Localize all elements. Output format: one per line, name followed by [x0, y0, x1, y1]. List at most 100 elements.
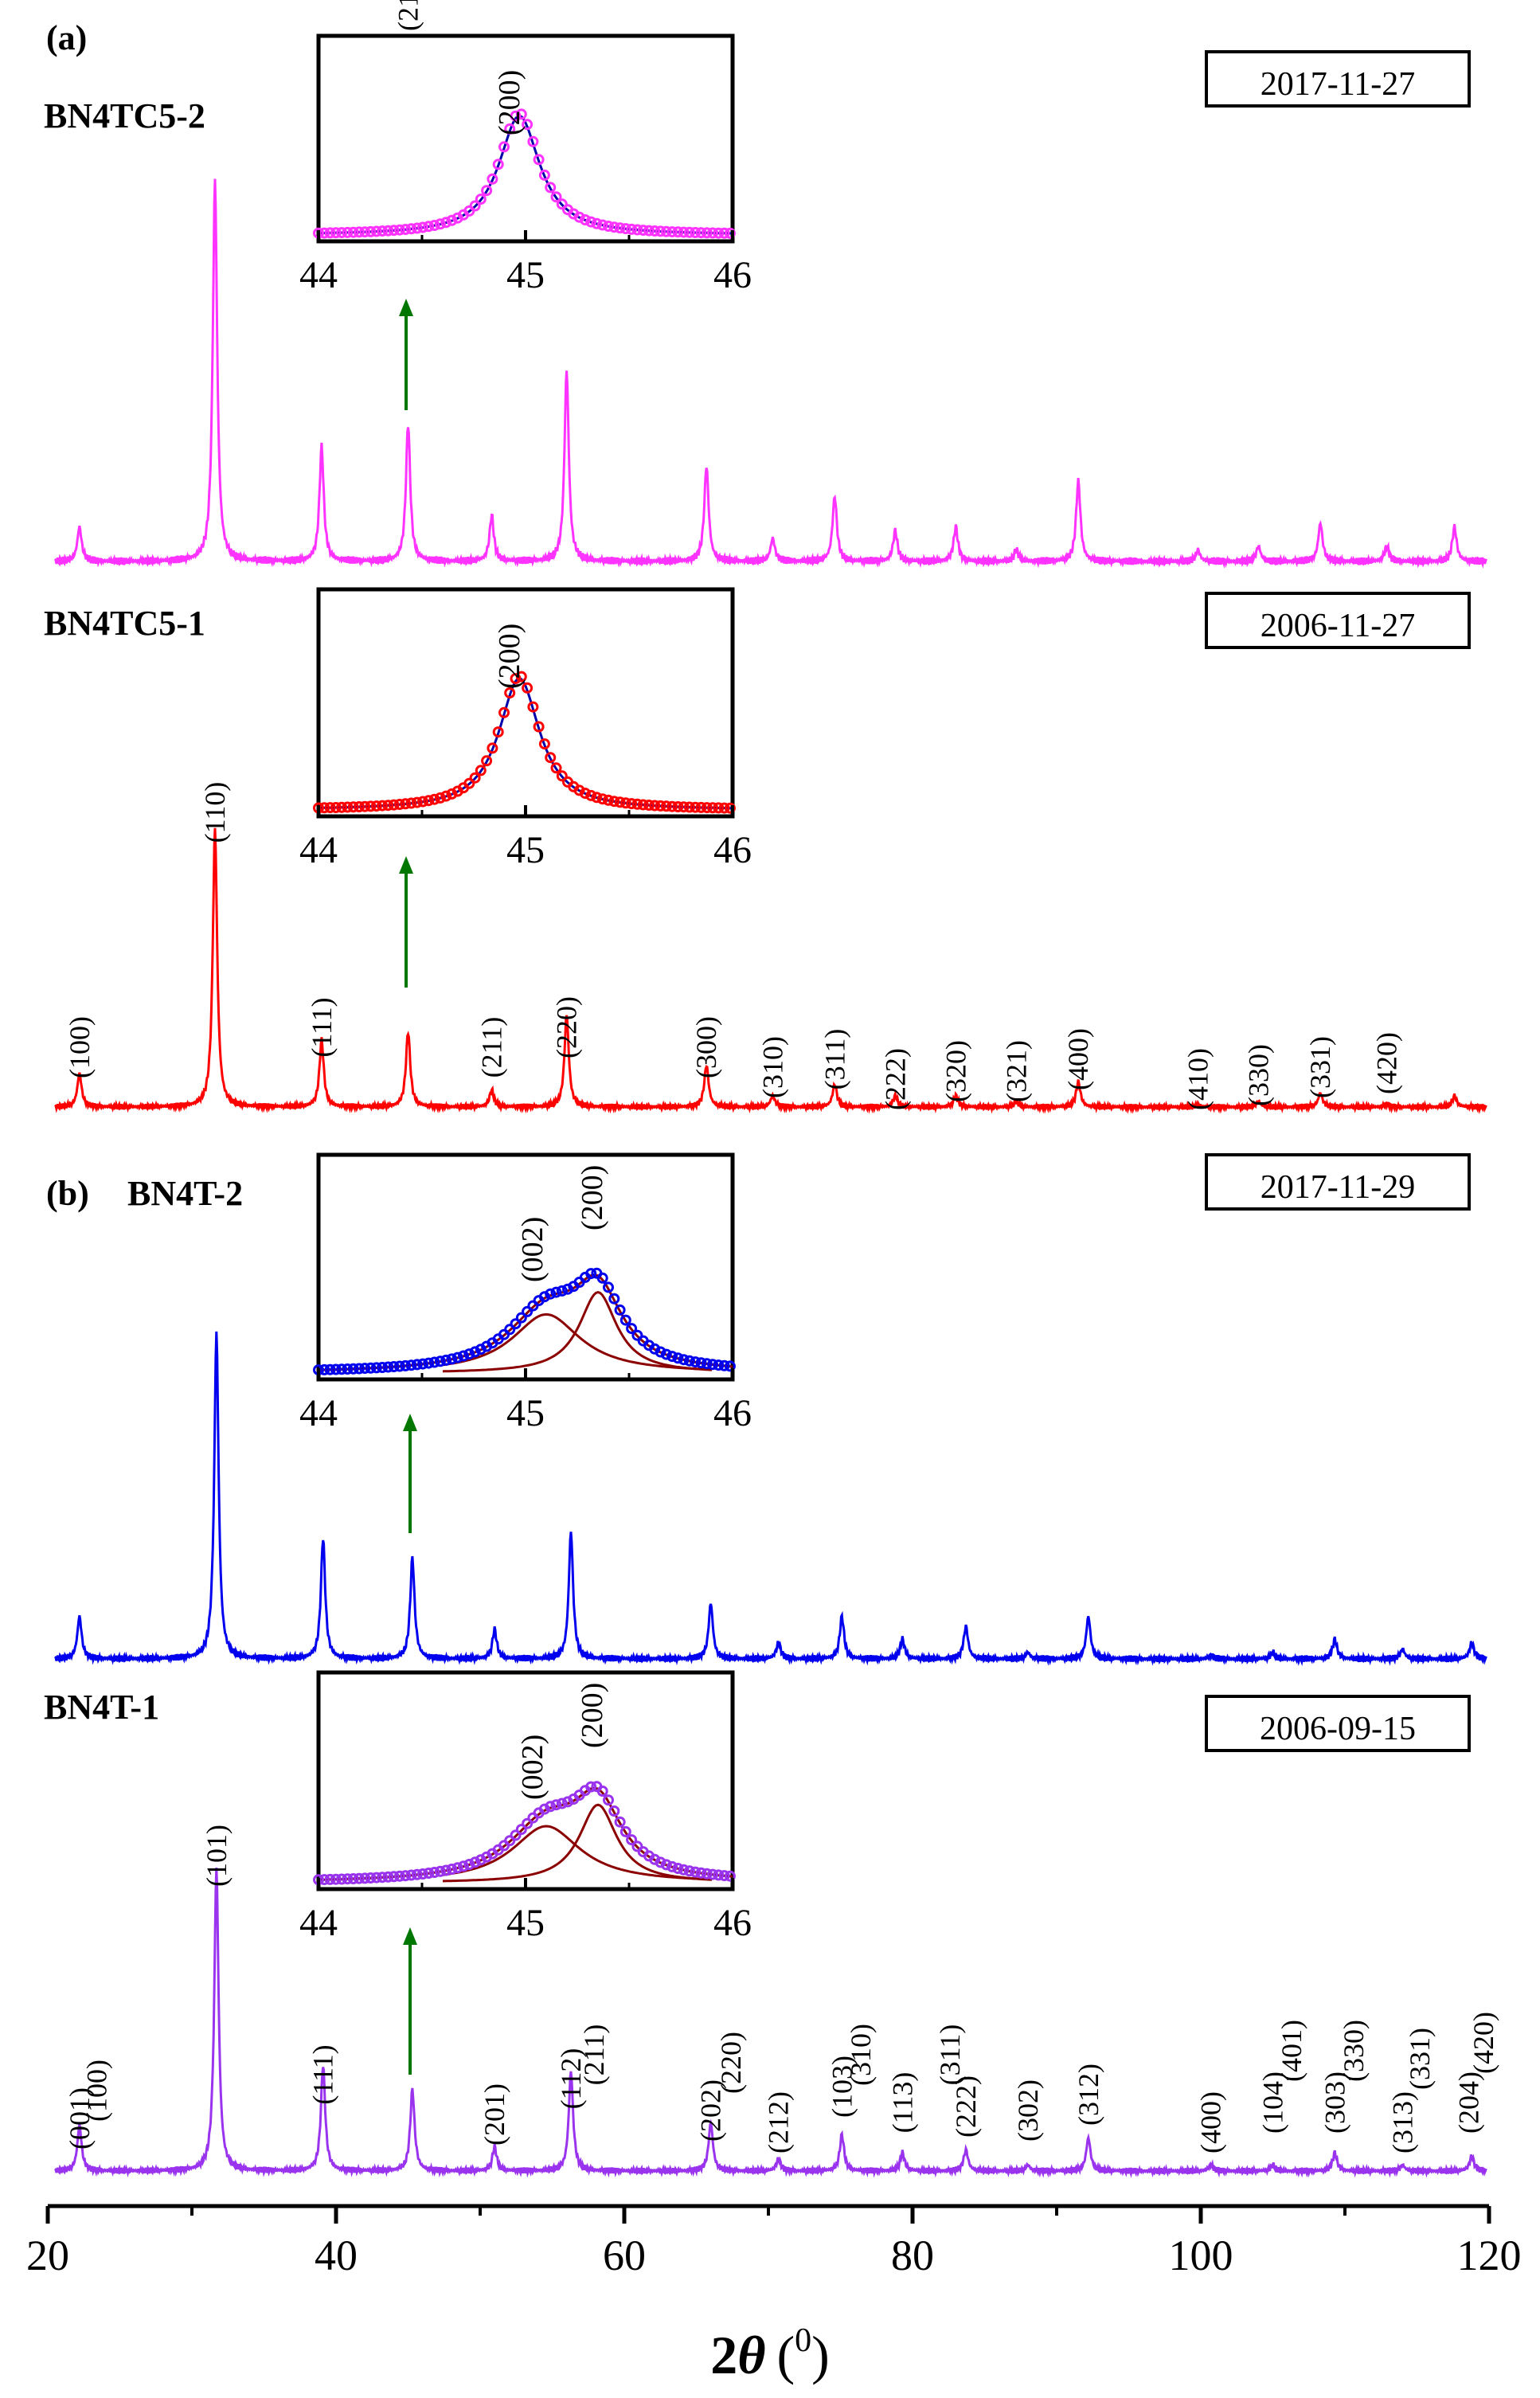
inset-data-point: [342, 226, 354, 238]
inset-data-point: [695, 801, 707, 813]
x-axis-label: 2θ (0): [710, 2322, 830, 2385]
inset-data-point: [510, 1829, 522, 1841]
inset-data-point: [724, 1360, 736, 1372]
xrd-series-line: [53, 1331, 1487, 1667]
inset-data-point: [463, 1859, 475, 1870]
inset-data-point: [637, 799, 649, 811]
inset-data-point: [515, 1824, 527, 1836]
inset-data-point: [370, 800, 382, 812]
inset-data-point: [423, 1357, 435, 1369]
inset-data-point: [562, 1283, 573, 1295]
inset-data-point: [446, 1353, 458, 1365]
inset-data-point: [451, 1862, 463, 1874]
hkl-label: (420): [1468, 2012, 1499, 2074]
inset-data-point: [603, 1281, 614, 1293]
inset-data-point: [556, 198, 568, 210]
xrd-series-line: [54, 1867, 1487, 2178]
inset-data-point: [469, 1856, 481, 1868]
inset-peak-label: (200): [576, 1165, 609, 1230]
inset-data-point: [678, 1354, 690, 1366]
inset-data-point: [631, 224, 643, 236]
xrd-series-line: [53, 178, 1487, 569]
panel-2: BN4TC5-1 2006-11-27 44 45 46 (200) (100) (110) (…: [44, 0, 1487, 1114]
inset-data-point: [434, 792, 446, 804]
inset-data-point: [393, 1360, 405, 1372]
inset-data-point: [678, 226, 690, 238]
inset-data-point: [672, 1863, 684, 1874]
hkl-label: (303): [1319, 2071, 1350, 2134]
inset-data-point: [365, 1362, 377, 1374]
inset-data-point: [527, 701, 539, 713]
inset-data-point: [359, 1363, 371, 1375]
inset-data-point: [451, 1352, 463, 1363]
inset-data-point: [354, 1872, 365, 1884]
inset-data-point: [359, 800, 371, 812]
hkl-label: (111): [306, 997, 338, 1057]
inset-data-point: [603, 794, 614, 806]
inset-data-point: [487, 173, 498, 185]
hkl-label: (220): [715, 2032, 747, 2094]
inset-data-point: [423, 795, 435, 807]
inset-data-point: [690, 1356, 702, 1368]
inset-data-point: [365, 800, 377, 812]
fit-component-002: [442, 1312, 713, 1371]
inset-frame: [316, 587, 735, 819]
inset-data-point: [707, 802, 718, 814]
inset-data-point: [417, 221, 428, 233]
inset-data-point: [440, 790, 452, 802]
inset-data-point: [545, 182, 557, 194]
inset-data-point: [538, 1803, 550, 1815]
inset-data-point: [550, 1286, 562, 1298]
main-x-axis: 20 40 60 80 100 120: [26, 2204, 1522, 2279]
inset-data-point: [545, 1801, 557, 1813]
inset-data-point: [324, 1363, 336, 1375]
inset-data-point: [522, 1817, 534, 1829]
inset-data-point: [405, 223, 417, 235]
inset-data-point: [545, 1288, 557, 1300]
inset-1: 44 45 46 (200): [299, 33, 752, 296]
inset-data-point: [405, 797, 417, 809]
inset-frame: [316, 33, 735, 244]
inset-data-point: [522, 682, 534, 694]
inset-data-point: [724, 802, 736, 814]
inset-data-point: [469, 772, 481, 784]
inset-data-point: [603, 221, 614, 232]
inset-data-point: [701, 227, 713, 239]
x-tick-label: 120: [1457, 2232, 1522, 2279]
inset-tick-label: 45: [506, 254, 545, 296]
date-label: 2006-11-27: [1261, 608, 1415, 644]
inset-data-point: [475, 765, 487, 777]
inset-data-point: [620, 1825, 631, 1837]
hkl-label: (222): [879, 1048, 911, 1110]
sample-name: BN4T-1: [44, 1688, 159, 1727]
inset-data-point: [382, 1871, 394, 1883]
inset-data-point: [701, 1868, 713, 1880]
inset-data-point: [585, 1268, 597, 1280]
inset-data-point: [354, 801, 365, 812]
inset-data-point: [724, 1870, 736, 1882]
inset-data-point: [463, 777, 475, 789]
x-tick-label: 40: [315, 2232, 358, 2279]
inset-data-point: [713, 1359, 725, 1371]
inset-data-point: [359, 1872, 371, 1884]
inset-data-point: [701, 802, 713, 814]
inset-data-point: [660, 1348, 672, 1360]
inset-data-point: [672, 801, 684, 812]
hkl-label: (101): [201, 1825, 233, 1887]
hkl-label: (330): [1242, 1044, 1274, 1106]
date-box: [1205, 592, 1471, 649]
inset-data-point: [550, 1799, 562, 1811]
inset-data-point: [510, 1318, 522, 1330]
inset-data-point: [695, 1867, 707, 1879]
inset-data-point: [336, 227, 348, 239]
inset-data-point: [458, 1350, 469, 1362]
inset-data-point: [428, 220, 440, 231]
inset-data-point: [626, 1323, 638, 1335]
inset-data-point: [608, 1293, 620, 1305]
panel-tag: (a): [46, 18, 87, 57]
hkl-label: (100): [64, 1016, 96, 1078]
inset-data-point: [585, 216, 597, 228]
